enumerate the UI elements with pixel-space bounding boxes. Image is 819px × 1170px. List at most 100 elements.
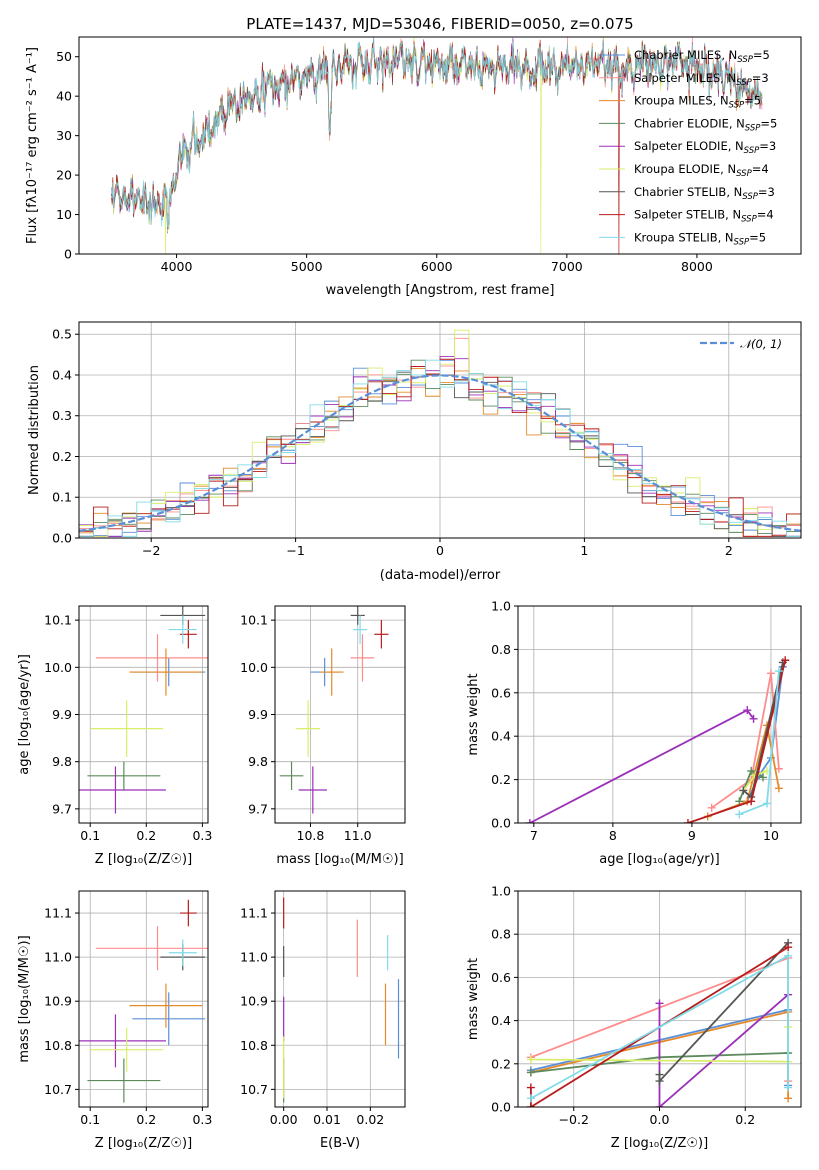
legend-entry: Salpeter MILES, NSSP=3 (634, 71, 769, 88)
weight-marker (766, 669, 775, 678)
y-tick-label: 11.1 (240, 906, 268, 921)
y-tick-label: 10.7 (44, 1082, 72, 1097)
legend: Chabrier MILES, NSSP=5 Salpeter MILES, NS… (599, 48, 777, 247)
weight-marker (784, 1094, 793, 1103)
x-tick-label: 0.3 (192, 1112, 212, 1127)
errorbar-point (374, 620, 389, 649)
axes-box (274, 890, 406, 1108)
x-tick-label: 0.1 (80, 1112, 100, 1127)
weight-series (658, 994, 789, 1107)
x-axis-label: Z [log₁₀(Z/Z☉)] (611, 1136, 708, 1151)
spectrum-series (111, 39, 763, 233)
errorbar-point (296, 700, 320, 757)
spectrum-chart: 4000 5000 6000 7000 8000 0 10 20 30 40 50 wavelengt… (25, 36, 802, 298)
errorbar-point (90, 1027, 164, 1072)
axes-frame: 4000 5000 6000 7000 8000 0 10 20 30 40 50 wavelengt… (25, 36, 802, 298)
mass-vs-ebv-chart: 0.00 0.01 0.02 10.7 10.8 10.9 11.0 11.1 E(B-V) (240, 890, 406, 1151)
legend-entry: Salpeter ELODIE, NSSP=3 (634, 139, 776, 156)
x-tick-label: −2 (142, 543, 160, 558)
plot-area (525, 656, 790, 823)
y-tick-label: 10.9 (44, 994, 72, 1009)
y-tick-label: 10 (56, 207, 72, 222)
x-axis-label: age [log₁₀(age/yr)] (599, 852, 720, 867)
weight-marker (774, 667, 783, 676)
x-axis-label: wavelength [Angstrom, rest frame] (326, 283, 555, 298)
axes-frame: 0.1 0.2 0.3 9.7 9.8 9.9 10.0 10.1 Z [log₁₀(Z/Z☉)… (17, 605, 212, 867)
y-tick-label: 20 (56, 168, 72, 183)
weight-marker (784, 951, 793, 960)
x-tick-label: 9 (688, 828, 696, 843)
errorbar-point (353, 615, 368, 644)
plot-area (526, 938, 793, 1107)
y-axis-label: mass [log₁₀(M/M☉)] (17, 935, 32, 1062)
mass-vs-metallicity-chart: 0.1 0.2 0.3 10.7 10.8 10.9 11.0 11.1 Z [log₁₀(Z/… (17, 890, 212, 1151)
legend-entry: Kroupa STELIB, NSSP=5 (634, 230, 766, 247)
plot-area (283, 897, 400, 1103)
weight-marker (747, 766, 756, 775)
age-vs-mass-chart: 10.8 11.0 9.7 9.8 9.9 10.0 10.1 mass [log₁₀(M/M… (240, 605, 406, 867)
massweight-vs-age-chart: 7 8 9 10 0.0 0.2 0.4 0.6 0.8 1.0 age [log₁₀(age/yr… (466, 599, 802, 867)
y-tick-label: 10.7 (240, 1082, 268, 1097)
y-tick-label: 0.1 (52, 490, 72, 505)
x-tick-label: 5000 (291, 259, 323, 274)
x-axis-label: mass [log₁₀(M/M☉)] (276, 852, 403, 867)
y-tick-label: 1.0 (491, 884, 511, 899)
axes-frame: −0.2 0.0 0.2 0.0 0.2 0.4 0.6 0.8 1.0 Z [log₁₀(Z/Z… (466, 884, 802, 1151)
legend-entry: Salpeter STELIB, NSSP=4 (634, 208, 774, 225)
weight-marker (759, 773, 768, 782)
weight-marker (763, 799, 772, 808)
legend-entry: Kroupa ELODIE, NSSP=4 (634, 162, 769, 179)
legend-entry: Chabrier STELIB, NSSP=3 (634, 185, 775, 202)
plot-area (279, 606, 389, 814)
errorbar-point (129, 983, 203, 1028)
x-tick-label: 7000 (551, 259, 583, 274)
y-axis-label: mass weight (466, 673, 481, 755)
y-axis-label: Flux [fλ10⁻¹⁷ erg cm⁻² s⁻¹ A⁻¹] (25, 47, 40, 244)
x-tick-label: 1 (580, 543, 588, 558)
x-tick-label: 0.3 (192, 828, 212, 843)
errorbar-point (95, 634, 208, 682)
errorbar-point (87, 1058, 161, 1103)
plot-area (111, 37, 763, 254)
y-tick-label: 10.9 (240, 994, 268, 1009)
y-tick-label: 9.8 (248, 754, 268, 769)
y-tick-label: 10.1 (240, 613, 268, 628)
plot-area (79, 329, 801, 538)
y-tick-label: 9.8 (52, 754, 72, 769)
y-axis-label: Normed distribution (27, 365, 42, 495)
weight-series (530, 946, 789, 1107)
weight-marker (743, 706, 752, 715)
weight-marker (735, 810, 744, 819)
axes-frame: −2 −1 0 1 2 0.0 0.1 0.2 0.3 0.4 0.5 (data-model)/er… (27, 321, 802, 583)
axes-box (517, 605, 802, 824)
y-tick-label: 10.8 (240, 1038, 268, 1053)
y-tick-label: 0.2 (491, 772, 511, 787)
errorbar-point (90, 700, 164, 757)
y-tick-label: 0.0 (491, 816, 511, 831)
axes-frame: 0.00 0.01 0.02 10.7 10.8 10.9 11.0 11.1 E(B-V) (240, 890, 406, 1151)
y-tick-label: 0.4 (491, 1013, 511, 1028)
spectrum-series (111, 37, 763, 230)
errorbar-point (79, 766, 166, 814)
axes-frame: 0.1 0.2 0.3 10.7 10.8 10.9 11.0 11.1 Z [log₁₀(Z/… (17, 890, 212, 1151)
plot-area (79, 606, 208, 814)
y-tick-label: 9.7 (248, 801, 268, 816)
axes-frame: 7 8 9 10 0.0 0.2 0.4 0.6 0.8 1.0 age [log₁₀(age/yr… (466, 599, 802, 867)
x-tick-label: −1 (286, 543, 304, 558)
y-tick-label: 10.1 (44, 613, 72, 628)
y-tick-label: 0.0 (491, 1100, 511, 1115)
axes-frame: 10.8 11.0 9.7 9.8 9.9 10.0 10.1 mass [log₁₀(M/M… (240, 605, 406, 867)
weight-marker (739, 786, 748, 795)
weight-marker (683, 819, 692, 823)
y-tick-label: 0.8 (491, 642, 511, 657)
legend: 𝒩(0, 1) (700, 337, 782, 351)
weight-marker (655, 1077, 664, 1086)
x-tick-label: 10.8 (297, 828, 325, 843)
x-axis-label: E(B-V) (320, 1136, 360, 1151)
y-tick-label: 0.6 (491, 685, 511, 700)
x-tick-label: 8 (609, 828, 617, 843)
y-tick-label: 10.8 (44, 1038, 72, 1053)
errorbar-point (350, 634, 375, 682)
weight-marker (774, 764, 783, 773)
weight-marker (526, 1103, 535, 1107)
